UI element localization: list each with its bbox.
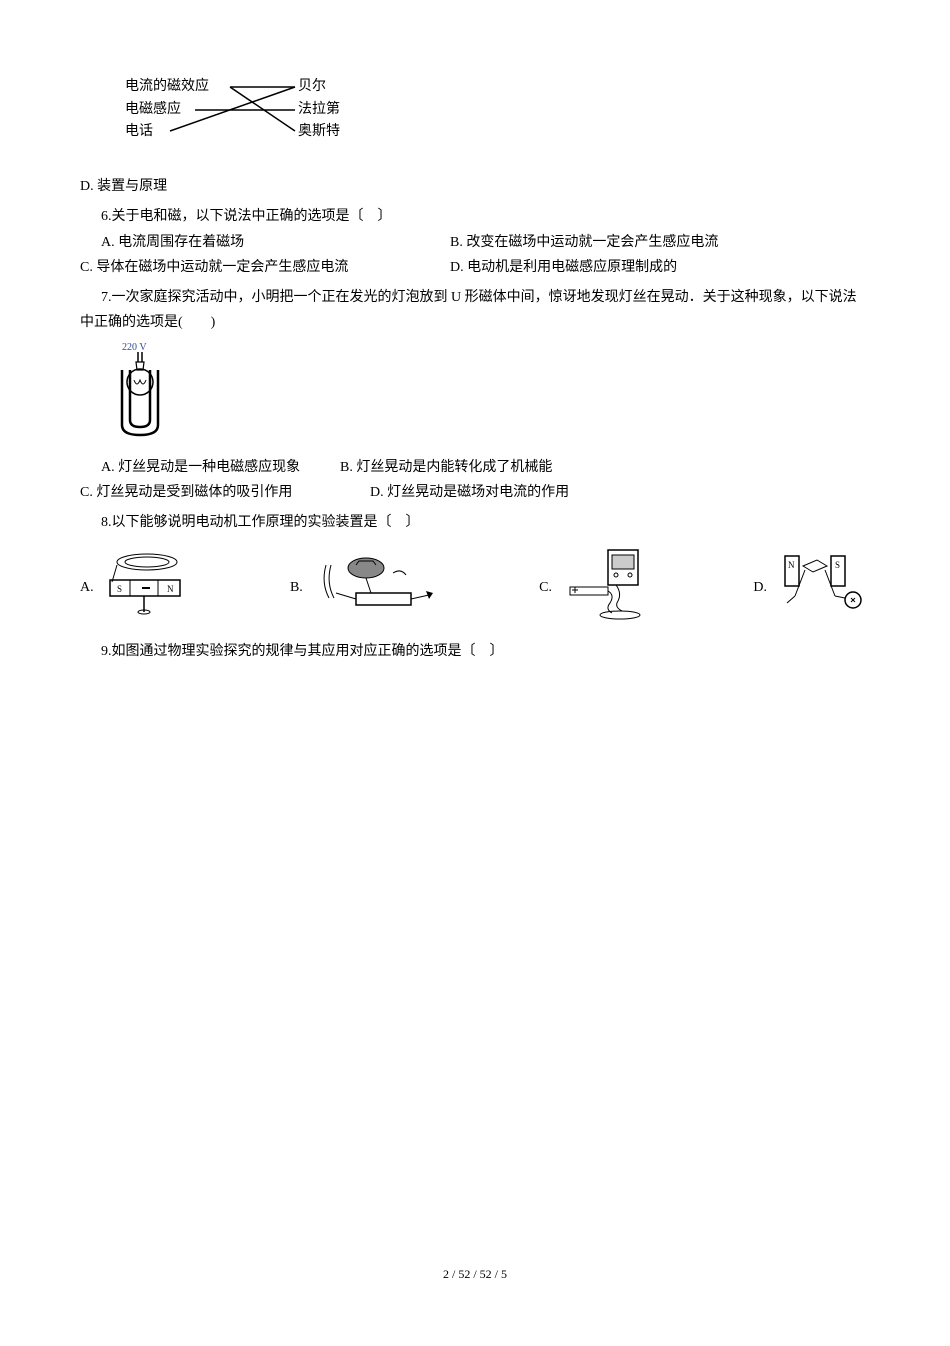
q8-figure-d: N S — [775, 548, 870, 627]
question-8: 8.以下能够说明电动机工作原理的实验装置是〔 〕 A. S N — [80, 510, 870, 629]
svg-text:N: N — [788, 560, 795, 570]
concept-matching-diagram: 电流的磁效应 电磁感应 电话 贝尔 法拉第 奥斯特 — [110, 70, 360, 150]
q8-options-row: A. S N B. — [80, 545, 870, 629]
option-d-standalone: D. 装置与原理 — [80, 174, 870, 199]
voltage-text: 220 V — [122, 342, 147, 353]
bulb-magnet-icon: 220 V — [110, 340, 170, 440]
q6-option-b: B. 改变在磁场中运动就一定会产生感应电流 — [450, 230, 718, 255]
q7-text: 7.一次家庭探究活动中，小明把一个正在发光的灯泡放到 U 形磁体中间，惊讶地发现… — [80, 285, 870, 335]
matching-svg: 电流的磁效应 电磁感应 电话 贝尔 法拉第 奥斯特 — [120, 75, 350, 145]
page-footer: 2 / 52 / 52 / 5 — [80, 1264, 870, 1286]
diagram-left-2: 电话 — [125, 123, 153, 139]
q8-label-c: C. — [539, 575, 552, 600]
question-7: 7.一次家庭探究活动中，小明把一个正在发光的灯泡放到 U 形磁体中间，惊讶地发现… — [80, 285, 870, 505]
svg-text:N: N — [167, 584, 174, 594]
diagram-left-0: 电流的磁效应 — [125, 77, 209, 94]
svg-text:S: S — [835, 560, 840, 570]
q8-figure-a: S N — [102, 550, 192, 624]
diagram-left-1: 电磁感应 — [125, 100, 181, 117]
q8-option-c: C. — [539, 545, 655, 629]
q8-label-a: A. — [80, 575, 94, 600]
q8-option-d: D. N S — [753, 548, 870, 627]
q9-text: 9.如图通过物理实验探究的规律与其应用对应正确的选项是〔 〕 — [80, 639, 870, 664]
q7-figure: 220 V — [110, 340, 870, 449]
q8-text: 8.以下能够说明电动机工作原理的实验装置是〔 〕 — [80, 510, 870, 535]
question-6: 6.关于电和磁，以下说法中正确的选项是〔 〕 A. 电流周围存在着磁场 B. 改… — [80, 204, 870, 280]
page-number: 2 / 52 / 52 / 5 — [443, 1267, 507, 1281]
q8-option-a: A. S N — [80, 550, 192, 624]
diagram-right-2: 奥斯特 — [298, 122, 340, 139]
q6-option-a: A. 电流周围存在着磁场 — [80, 230, 450, 255]
question-9: 9.如图通过物理实验探究的规律与其应用对应正确的选项是〔 〕 — [80, 639, 870, 664]
q8-label-b: B. — [290, 575, 303, 600]
q7-option-d: D. 灯丝晃动是磁场对电流的作用 — [370, 480, 569, 505]
q6-text: 6.关于电和磁，以下说法中正确的选项是〔 〕 — [80, 204, 870, 229]
q7-option-b: B. 灯丝晃动是内能转化成了机械能 — [340, 455, 552, 480]
q8-figure-b — [311, 553, 441, 622]
diagram-right-0: 贝尔 — [298, 78, 326, 94]
option-d-label: D. 装置与原理 — [80, 179, 167, 194]
q8-figure-c — [560, 545, 655, 629]
diagram-right-1: 法拉第 — [298, 100, 340, 117]
match-line-2 — [230, 87, 295, 131]
q7-option-c: C. 灯丝晃动是受到磁体的吸引作用 — [80, 480, 370, 505]
q7-option-a: A. 灯丝晃动是一种电磁感应现象 — [80, 455, 340, 480]
q8-label-d: D. — [753, 575, 767, 600]
q6-option-d: D. 电动机是利用电磁感应原理制成的 — [450, 255, 677, 280]
q8-option-b: B. — [290, 553, 441, 622]
q6-option-c: C. 导体在磁场中运动就一定会产生感应电流 — [80, 255, 450, 280]
svg-text:S: S — [117, 584, 122, 594]
